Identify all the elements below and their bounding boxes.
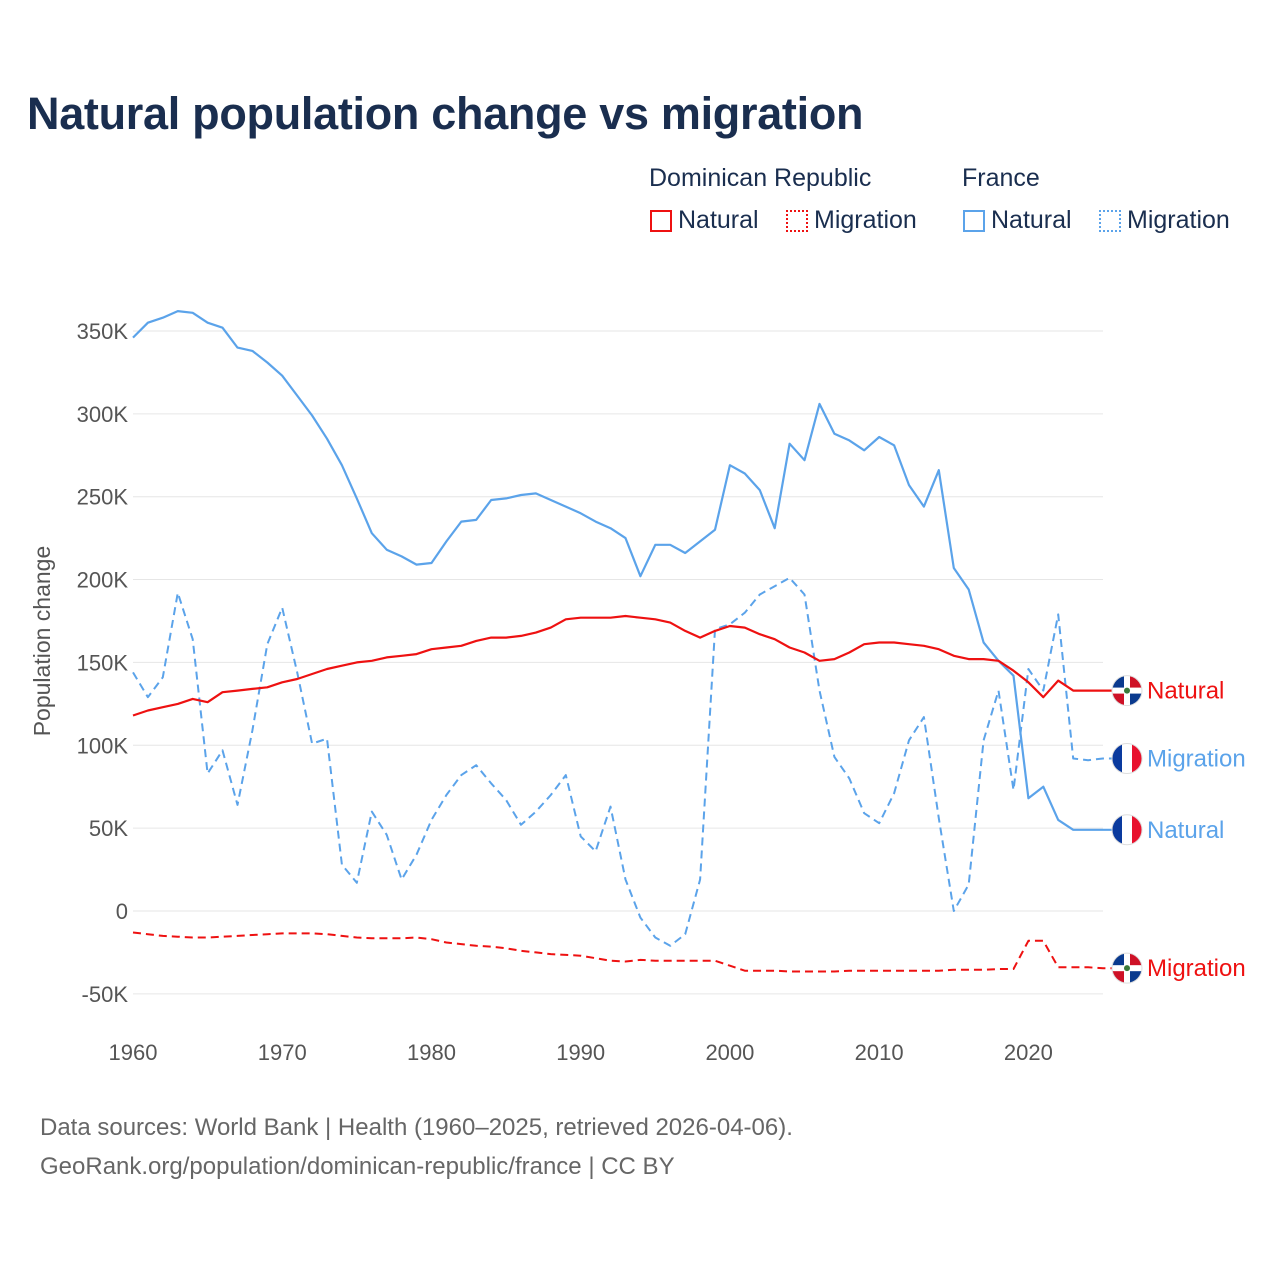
flag-border bbox=[1111, 675, 1143, 707]
legend-item-fr-migration[interactable]: Migration bbox=[1099, 206, 1230, 235]
legend-swatch-solid-blue bbox=[963, 209, 985, 232]
legend-swatch-dotted-blue bbox=[1099, 209, 1121, 232]
y-tick-label: 50K bbox=[89, 816, 128, 841]
x-tick-label: 1970 bbox=[258, 1040, 307, 1065]
y-tick-label: 100K bbox=[77, 733, 129, 758]
y-tick-label: 300K bbox=[77, 402, 129, 427]
source-line-2[interactable]: GeoRank.org/population/dominican-republi… bbox=[40, 1153, 675, 1180]
flag-body bbox=[1112, 743, 1142, 774]
legend-label: Natural bbox=[991, 206, 1072, 234]
flag-emblem bbox=[1124, 965, 1130, 972]
legend-swatch-solid-red bbox=[650, 209, 672, 232]
flag-white bbox=[1122, 814, 1132, 845]
france-flag-icon bbox=[1111, 814, 1143, 846]
flag-border bbox=[1111, 814, 1143, 846]
y-tick-label: 350K bbox=[77, 319, 129, 344]
flag-emblem bbox=[1124, 687, 1130, 694]
y-tick-label: 150K bbox=[77, 650, 129, 675]
dominican-republic-flag-icon bbox=[1111, 952, 1143, 984]
legend-item-dr-natural[interactable]: Natural bbox=[650, 206, 759, 235]
series-end-label: Natural bbox=[1147, 678, 1224, 705]
flag-body bbox=[1112, 953, 1142, 984]
series-end-label: Migration bbox=[1147, 955, 1246, 982]
flag-border bbox=[1111, 743, 1143, 775]
chart-title: Natural population change vs migration bbox=[27, 88, 864, 139]
flag-red bbox=[1132, 743, 1142, 774]
x-tick-label: 2010 bbox=[855, 1040, 904, 1065]
legend-swatch-dotted-red bbox=[786, 209, 808, 232]
series-line-france-natural bbox=[132, 310, 1112, 831]
flag-blue bbox=[1112, 743, 1122, 774]
series-end-label: Natural bbox=[1147, 817, 1224, 844]
x-tick-label: 1990 bbox=[556, 1040, 605, 1065]
legend-item-fr-natural[interactable]: Natural bbox=[963, 206, 1072, 235]
x-tick-label: 2020 bbox=[1004, 1040, 1053, 1065]
series-end-label: Migration bbox=[1147, 746, 1246, 773]
series-line-dominican-republic-migration bbox=[132, 931, 1112, 973]
series-line-dominican-republic-natural bbox=[132, 614, 1112, 717]
x-tick-label: 1980 bbox=[407, 1040, 456, 1065]
flag-white bbox=[1122, 743, 1132, 774]
y-tick-label: -50K bbox=[82, 982, 129, 1007]
y-tick-label: 0 bbox=[116, 899, 128, 924]
legend-item-dr-migration[interactable]: Migration bbox=[786, 206, 917, 235]
flag-red bbox=[1132, 814, 1142, 845]
legend-label: Migration bbox=[1127, 206, 1230, 234]
legend-label: Migration bbox=[814, 206, 917, 234]
dominican-republic-flag-icon bbox=[1111, 675, 1143, 707]
x-tick-label: 1960 bbox=[109, 1040, 158, 1065]
legend-group-dominican-republic: Dominican Republic bbox=[649, 164, 872, 192]
x-tick-label: 2000 bbox=[705, 1040, 754, 1065]
flag-body bbox=[1112, 814, 1142, 845]
y-tick-label: 200K bbox=[77, 568, 129, 593]
source-note: Data sources: World Bank | Health (1960–… bbox=[40, 1108, 793, 1186]
legend-label: Natural bbox=[678, 206, 759, 234]
y-axis-label: Population change bbox=[29, 546, 55, 737]
legend-group-france: France bbox=[962, 164, 1040, 192]
france-flag-icon bbox=[1111, 743, 1143, 775]
y-tick-label: 250K bbox=[77, 485, 129, 510]
source-line-1: Data sources: World Bank | Health (1960–… bbox=[40, 1114, 793, 1141]
flag-border bbox=[1111, 952, 1143, 984]
flag-blue bbox=[1112, 814, 1122, 845]
series-line-france-migration bbox=[132, 576, 1112, 947]
